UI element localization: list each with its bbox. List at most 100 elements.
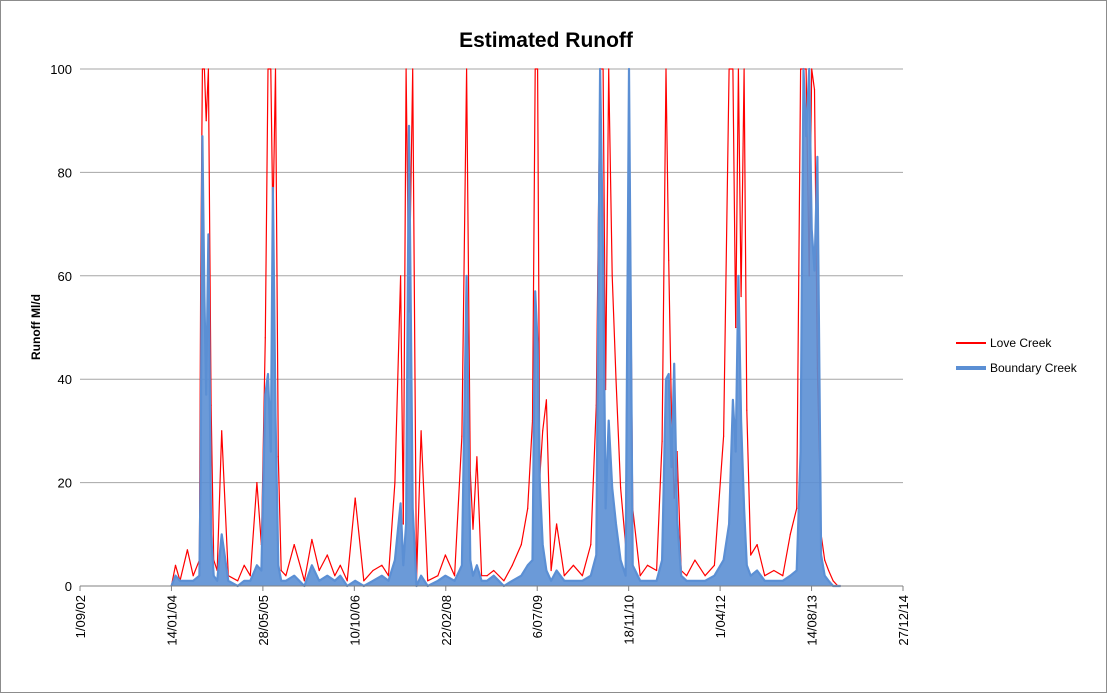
data-point xyxy=(824,559,826,561)
data-point xyxy=(476,456,478,458)
data-point xyxy=(472,528,474,530)
data-point xyxy=(192,580,194,582)
data-point xyxy=(686,575,688,577)
data-point xyxy=(354,580,356,582)
data-point xyxy=(387,575,390,577)
data-point xyxy=(454,580,456,582)
data-point xyxy=(511,580,513,582)
data-point xyxy=(277,456,279,458)
x-tick-label: 1/04/12 xyxy=(713,595,728,638)
data-point xyxy=(174,564,177,566)
data-point xyxy=(174,575,177,577)
data-point xyxy=(210,533,212,535)
data-point xyxy=(728,523,730,525)
data-point xyxy=(735,451,737,453)
data-point xyxy=(750,554,752,556)
data-point xyxy=(805,135,807,137)
x-tick-label: 10/10/06 xyxy=(347,595,362,646)
data-point xyxy=(486,580,488,582)
data-point xyxy=(466,68,468,70)
data-point xyxy=(264,394,266,396)
x-tick-label: 1/09/02 xyxy=(73,595,88,638)
data-point xyxy=(661,440,663,442)
data-point xyxy=(737,68,740,70)
data-point xyxy=(216,580,218,582)
data-point xyxy=(808,68,810,70)
data-point xyxy=(605,507,607,509)
data-point xyxy=(802,68,805,70)
data-point xyxy=(334,575,336,577)
data-point xyxy=(545,569,548,572)
data-point xyxy=(339,575,341,577)
data-point xyxy=(372,580,374,582)
data-point xyxy=(581,575,584,577)
data-point xyxy=(444,575,446,577)
data-point xyxy=(665,378,667,380)
data-point xyxy=(394,559,396,561)
data-point xyxy=(203,295,205,298)
data-point xyxy=(615,523,617,525)
data-point xyxy=(363,580,365,582)
data-point xyxy=(454,575,456,577)
legend-label: Boundary Creek xyxy=(990,361,1078,375)
data-point xyxy=(221,430,223,432)
data-point xyxy=(556,523,558,525)
data-point xyxy=(402,564,404,566)
y-tick-label: 100 xyxy=(50,62,72,77)
data-point xyxy=(539,482,541,484)
data-point xyxy=(824,575,826,577)
data-point xyxy=(293,575,295,577)
data-point xyxy=(534,290,536,292)
data-point xyxy=(420,575,422,577)
data-point xyxy=(270,451,272,453)
data-point xyxy=(354,497,356,499)
data-point xyxy=(381,564,383,566)
data-point xyxy=(713,575,716,577)
data-point xyxy=(481,575,483,577)
data-point xyxy=(249,575,251,577)
data-point xyxy=(326,575,328,577)
data-point xyxy=(272,187,274,189)
x-tick-label: 28/05/05 xyxy=(256,595,271,646)
data-point xyxy=(270,68,272,70)
series-fill xyxy=(171,69,841,586)
data-point xyxy=(394,482,396,484)
data-point xyxy=(527,507,529,509)
data-point xyxy=(412,507,414,509)
data-point xyxy=(599,68,601,70)
data-point xyxy=(773,580,775,582)
data-point xyxy=(542,430,544,432)
data-point xyxy=(756,544,758,546)
data-point xyxy=(805,68,807,70)
data-point xyxy=(789,533,791,535)
data-point xyxy=(227,580,229,582)
data-point xyxy=(608,420,610,422)
data-point xyxy=(639,580,641,582)
data-point xyxy=(782,580,784,582)
data-point xyxy=(595,554,597,556)
data-point xyxy=(280,580,282,582)
x-tick-label: 14/08/13 xyxy=(805,595,820,646)
data-point xyxy=(737,275,740,277)
data-point xyxy=(620,487,622,489)
data-point xyxy=(572,580,575,582)
data-point xyxy=(205,120,207,122)
y-tick-label: 80 xyxy=(58,165,72,180)
data-point xyxy=(520,575,522,577)
data-point xyxy=(179,580,181,582)
data-point xyxy=(550,580,552,582)
data-point xyxy=(646,564,649,566)
gridlines xyxy=(80,68,903,484)
data-point xyxy=(201,68,203,70)
data-point xyxy=(400,502,402,504)
data-point xyxy=(437,580,439,582)
data-point xyxy=(402,523,404,525)
data-point xyxy=(405,523,407,525)
data-point xyxy=(280,569,282,572)
data-point xyxy=(318,580,320,582)
data-point xyxy=(200,466,202,468)
data-point xyxy=(256,482,258,484)
data-point xyxy=(746,409,748,411)
data-point xyxy=(537,342,539,344)
